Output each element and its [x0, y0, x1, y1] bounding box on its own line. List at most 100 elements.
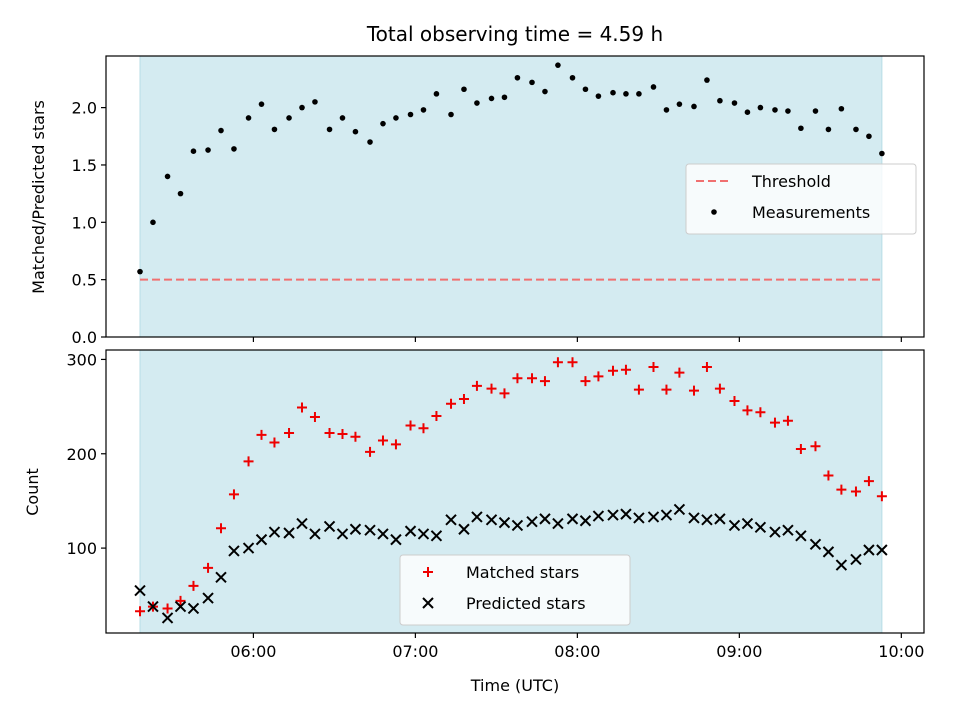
data-point	[296, 402, 307, 413]
data-point	[243, 456, 254, 467]
legend-swatch	[423, 567, 433, 577]
data-point	[863, 544, 875, 556]
data-point	[188, 580, 199, 591]
x-tick-label: 09:00	[716, 642, 762, 661]
data-point	[364, 524, 376, 536]
data-point	[728, 519, 741, 532]
data-point	[337, 428, 348, 439]
y-tick-label: 2.0	[72, 99, 97, 118]
data-point	[633, 512, 645, 524]
data-point	[349, 523, 362, 535]
data-point	[245, 115, 252, 121]
data-point	[853, 126, 859, 133]
bottom-y-axis-label: Count	[23, 468, 42, 516]
data-point	[471, 511, 483, 523]
data-point	[620, 364, 631, 375]
data-point	[501, 94, 508, 101]
data-point	[323, 520, 336, 533]
data-point	[714, 513, 726, 525]
data-point	[592, 510, 605, 522]
data-point	[757, 104, 764, 111]
data-point	[529, 79, 535, 86]
data-point	[407, 111, 414, 118]
data-point	[539, 376, 550, 387]
data-point	[567, 357, 578, 368]
data-point	[782, 415, 793, 426]
legend: Matched stars Predicted stars	[399, 554, 631, 626]
data-point	[352, 128, 359, 135]
data-point	[511, 519, 524, 532]
data-point	[755, 407, 766, 418]
data-point	[203, 562, 214, 573]
data-point	[380, 120, 386, 127]
data-point	[377, 435, 388, 446]
data-point	[650, 84, 657, 90]
legend-label: Measurements	[752, 203, 870, 222]
data-point	[660, 509, 673, 521]
data-point	[812, 108, 819, 114]
data-point	[296, 517, 308, 530]
data-point	[312, 99, 318, 105]
data-point	[866, 133, 872, 140]
data-point	[393, 115, 399, 121]
data-point	[742, 405, 753, 416]
chart-title: Total observing time = 4.59 h	[366, 22, 663, 46]
data-point	[231, 146, 237, 152]
data-point	[593, 371, 604, 382]
data-point	[485, 514, 498, 526]
data-point	[164, 173, 171, 180]
data-point	[377, 528, 389, 540]
y-tick-label: 300	[66, 350, 97, 369]
data-point	[448, 111, 454, 118]
data-point	[218, 127, 224, 134]
data-point	[526, 515, 538, 528]
data-point	[339, 115, 346, 121]
data-point	[527, 373, 538, 384]
data-point	[446, 398, 457, 409]
data-point	[404, 525, 417, 537]
data-point	[215, 571, 227, 584]
data-point	[162, 603, 173, 614]
legend-label: Predicted stars	[466, 594, 586, 613]
data-point	[269, 437, 280, 448]
y-tick-label: 200	[66, 445, 97, 464]
data-point	[175, 595, 186, 606]
x-axis-label: Time (UTC)	[470, 676, 559, 695]
data-point	[433, 91, 440, 97]
data-point	[134, 584, 146, 597]
data-point	[647, 511, 660, 523]
data-point	[795, 444, 806, 455]
data-point	[648, 361, 659, 372]
data-point	[309, 528, 321, 540]
data-point	[458, 523, 470, 535]
data-point	[636, 91, 642, 97]
data-point	[663, 107, 670, 113]
data-point	[137, 268, 143, 275]
data-point	[174, 600, 187, 613]
data-point	[147, 600, 159, 613]
data-point	[324, 428, 335, 439]
data-point	[674, 367, 685, 378]
data-point	[150, 219, 156, 226]
data-point	[242, 542, 255, 554]
data-point	[390, 439, 401, 450]
data-point	[283, 527, 295, 539]
legend-swatch	[422, 597, 434, 609]
data-point	[514, 74, 521, 81]
data-point	[717, 97, 723, 104]
data-point	[286, 115, 292, 121]
data-point	[405, 420, 416, 431]
data-point	[810, 441, 821, 452]
data-point	[284, 428, 295, 439]
data-point	[420, 107, 427, 113]
data-point	[268, 526, 281, 538]
data-point	[309, 411, 320, 422]
data-point	[863, 476, 874, 487]
data-point	[701, 514, 713, 526]
data-point	[431, 411, 442, 422]
data-point	[850, 486, 861, 497]
data-point	[691, 103, 697, 110]
legend-label: Threshold	[751, 172, 831, 191]
data-point	[445, 514, 457, 526]
